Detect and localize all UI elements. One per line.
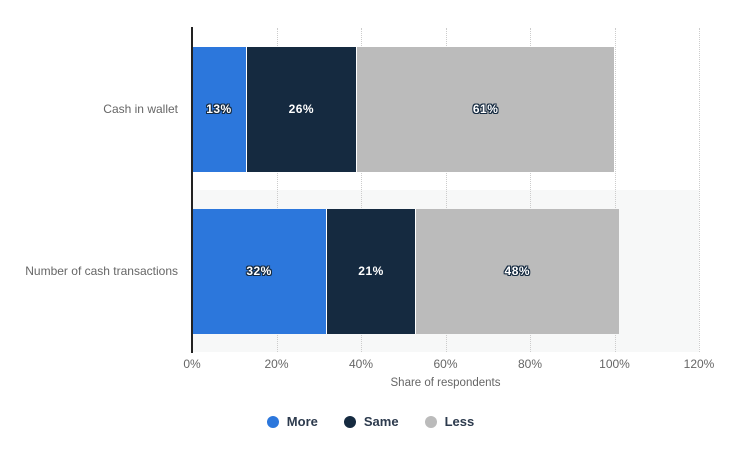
legend-marker-icon	[266, 415, 279, 428]
gridline	[276, 28, 278, 352]
data-label: 48%	[504, 264, 531, 278]
gridline	[614, 28, 616, 352]
gridline	[530, 28, 531, 352]
x-axis-tick-label: 100%	[599, 357, 630, 371]
x-axis-tick-label: 40%	[348, 357, 374, 371]
legend-label: Same	[363, 414, 399, 429]
gridline	[361, 28, 362, 352]
plot-area: 13% 26% 61% 32% 21% 48%	[191, 27, 700, 353]
x-axis-tick-label: 80%	[517, 357, 543, 371]
data-label: 13%	[206, 102, 232, 116]
x-axis-tick-label: 120%	[683, 357, 715, 371]
x-axis-title: Share of respondents	[390, 377, 501, 389]
legend-marker-icon	[424, 415, 437, 428]
gridline	[699, 28, 700, 352]
category-label: Cash in wallet	[103, 102, 178, 116]
x-axis-tick-label: 60%	[433, 357, 458, 371]
y-axis-line	[191, 27, 193, 353]
bar-segment-less[interactable]: 48%	[415, 208, 619, 334]
legend-marker-icon	[343, 415, 356, 428]
bar-segment-more[interactable]: 13%	[192, 46, 247, 172]
x-axis-tick-label: 0%	[183, 357, 201, 371]
gridline	[445, 28, 447, 352]
legend-item-less[interactable]: Less	[424, 414, 475, 429]
data-label: 21%	[358, 264, 384, 278]
bar-segment-less[interactable]: 61%	[356, 46, 615, 172]
data-label: 26%	[288, 102, 315, 116]
bar-segment-same[interactable]: 21%	[327, 208, 416, 334]
bar-segment-more[interactable]: 32%	[192, 208, 328, 334]
legend-item-same[interactable]: Same	[343, 414, 399, 429]
legend-label: Less	[444, 414, 475, 429]
bar-row: 32% 21% 48%	[192, 208, 619, 334]
data-label: 61%	[472, 102, 499, 116]
legend: More Same Less	[0, 414, 741, 429]
category-label: Number of cash transactions	[25, 264, 178, 278]
data-label: 32%	[246, 264, 272, 278]
bar-segment-same[interactable]: 26%	[246, 46, 357, 172]
legend-item-more[interactable]: More	[266, 414, 318, 429]
legend-label: More	[286, 414, 318, 429]
x-axis-tick-label: 20%	[264, 357, 289, 371]
bar-row: 13% 26% 61%	[192, 46, 615, 172]
